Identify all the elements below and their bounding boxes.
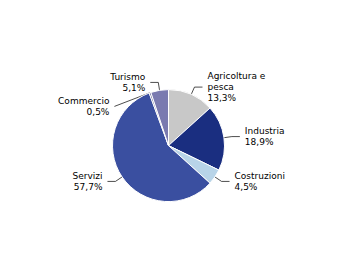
svg-text:5,1%: 5,1% — [122, 83, 145, 93]
svg-text:Commercio: Commercio — [58, 96, 110, 106]
svg-text:Servizi: Servizi — [72, 171, 102, 181]
svg-text:Costruzioni: Costruzioni — [235, 171, 285, 181]
svg-text:13,3%: 13,3% — [207, 93, 236, 103]
svg-text:Turismo: Turismo — [109, 72, 145, 82]
svg-text:Industria: Industria — [245, 126, 285, 136]
svg-text:pesca: pesca — [207, 82, 233, 92]
svg-text:0,5%: 0,5% — [87, 107, 110, 117]
svg-text:18,9%: 18,9% — [245, 137, 274, 147]
svg-text:4,5%: 4,5% — [235, 182, 258, 192]
svg-text:Agricoltura e: Agricoltura e — [207, 71, 265, 81]
svg-text:57,7%: 57,7% — [74, 182, 103, 192]
